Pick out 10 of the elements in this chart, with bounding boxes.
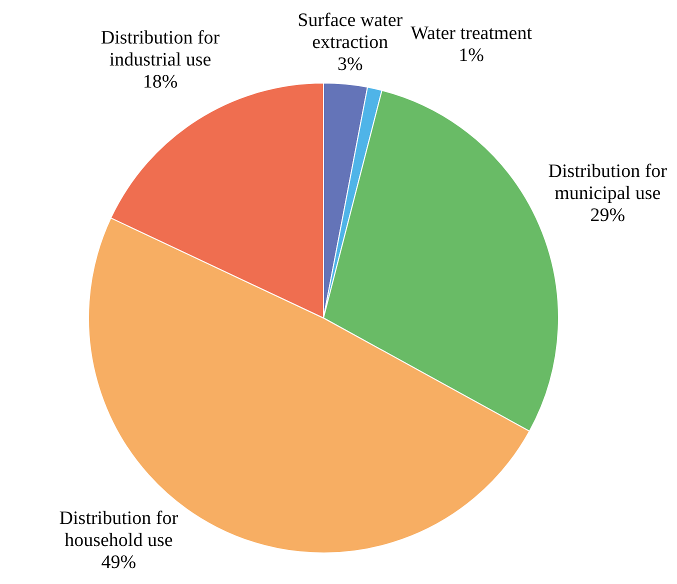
data-label: 29% [590, 204, 626, 226]
slice-label: Distribution for municipal use [548, 160, 668, 204]
data-label: 18% [142, 72, 178, 93]
data-label: 1% [458, 45, 484, 66]
slice-label: Water treatment [410, 23, 533, 44]
data-label: 3% [337, 54, 363, 75]
slice-label: Distribution for household use [59, 508, 179, 551]
data-label: 49% [101, 552, 136, 573]
slice-label: Distribution for industrial use [100, 28, 220, 71]
slice-label: Surface water extraction [298, 10, 404, 53]
